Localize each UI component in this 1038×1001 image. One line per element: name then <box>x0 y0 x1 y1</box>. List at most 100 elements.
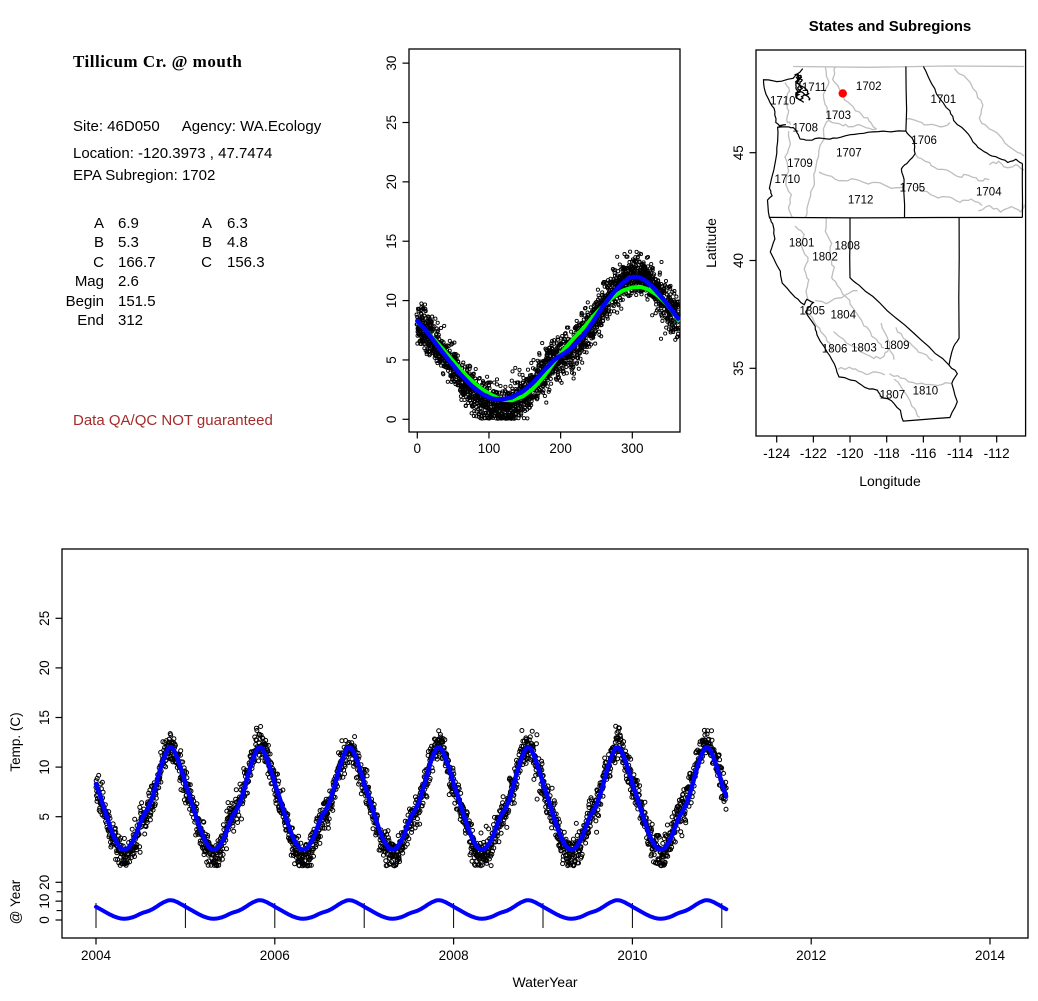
scatter-point <box>129 826 135 832</box>
scatter-point <box>546 389 551 394</box>
scatter-point <box>178 748 184 754</box>
scatter-point <box>456 359 461 364</box>
scatter-point <box>555 375 560 380</box>
scatter-point <box>462 397 467 403</box>
scatter-point <box>445 379 450 384</box>
scatter-point <box>556 342 562 347</box>
scatter-point <box>491 389 496 394</box>
scatter-point <box>224 846 229 852</box>
scatter-point <box>579 310 584 316</box>
x-tick-label: 2014 <box>975 948 1006 963</box>
scatter-point <box>511 800 517 806</box>
region-label: 1701 <box>931 94 957 106</box>
scatter-point <box>325 825 331 831</box>
map-chart: States and Subregions Longitude Latitude… <box>703 18 1027 489</box>
scatter-point <box>501 402 506 407</box>
scatter-point <box>477 376 482 381</box>
subregion-boundary <box>784 131 793 218</box>
scatter-point <box>545 355 550 360</box>
y-tick-label: 25 <box>37 611 52 626</box>
scatter-point <box>552 338 557 343</box>
scatter-point <box>499 406 504 411</box>
scatter-point <box>625 254 630 259</box>
scatter-point <box>605 314 610 319</box>
scatter-point <box>513 365 518 370</box>
scatter-point <box>163 764 169 770</box>
subregion-boundary <box>978 204 1025 214</box>
scatter-point <box>668 283 673 288</box>
scatter-point <box>121 836 127 841</box>
scatter-point <box>465 364 470 369</box>
scatter-point <box>579 321 584 327</box>
region-label: 1710 <box>770 96 796 108</box>
scatter-point <box>597 295 602 300</box>
scatter-point <box>529 728 535 734</box>
scatter-point <box>134 847 140 853</box>
subregion-boundary <box>895 327 933 362</box>
state-boundary <box>948 217 960 366</box>
scatter-point <box>554 363 559 369</box>
scatter-point <box>438 325 444 331</box>
scatter-point <box>547 345 552 350</box>
timeseries-band-ylabel: @ Year <box>8 879 23 924</box>
scatter-point <box>500 407 505 412</box>
timeseries-chart: WaterYear Temp. (C) @ Year 2004 2006 2008 2… <box>8 548 1029 990</box>
scatter-point <box>661 287 666 292</box>
map-x-tick-label: -114 <box>947 446 974 461</box>
scatter-point <box>634 292 639 298</box>
scatter-point <box>456 383 461 388</box>
scatter-point <box>539 361 544 366</box>
scatter-point <box>657 270 662 275</box>
scatter-point <box>619 306 624 311</box>
fit-stats-table: A 6.9 A 6.3 B 5.3 B 4.8 C 166.7 C 156.3 Mag 2.6 Begin 1… <box>64 215 324 331</box>
region-label: 1809 <box>884 340 910 352</box>
scatter-point <box>568 351 573 356</box>
scatter-point <box>532 395 537 400</box>
scatter-point <box>527 734 533 740</box>
scatter-point <box>584 343 589 348</box>
scatter-point <box>663 331 668 336</box>
scatter-point <box>436 332 441 337</box>
stats-cell: End <box>77 311 104 329</box>
scatter-point <box>434 331 439 337</box>
x-tick-label: 0 <box>414 441 422 456</box>
subregion-boundary <box>836 284 885 349</box>
scatter-point <box>276 778 282 784</box>
scatter-point <box>477 375 482 381</box>
scatter-point <box>414 816 420 822</box>
scatter-point <box>503 389 509 394</box>
scatter-point <box>593 328 598 333</box>
scatter-point <box>484 860 490 866</box>
scatter-point <box>659 312 664 318</box>
scatter-point <box>536 386 541 392</box>
y-tick-label: 5 <box>37 813 52 821</box>
scatter-point <box>621 272 626 277</box>
scatter-point <box>590 333 595 339</box>
scatter-point <box>113 856 119 862</box>
region-label: 1705 <box>900 183 926 195</box>
scatter-point <box>560 366 565 371</box>
scatter-point <box>437 336 442 341</box>
stats-cell: 151.5 <box>118 292 156 310</box>
scatter-point <box>612 760 618 766</box>
scatter-point <box>612 273 618 278</box>
scatter-point <box>127 859 133 865</box>
scatter-point <box>426 316 431 321</box>
scatter-point <box>520 380 525 385</box>
scatter-point <box>487 408 492 413</box>
subregion-boundary <box>893 378 921 419</box>
scatter-point <box>418 311 424 316</box>
scatter-point <box>478 416 483 421</box>
scatter-point <box>474 409 479 414</box>
scatter-point <box>502 412 507 418</box>
scatter-point <box>518 746 524 752</box>
subregion-boundary <box>784 82 792 125</box>
scatter-point <box>566 325 571 330</box>
scatter-point <box>442 737 448 743</box>
scatter-point <box>599 322 604 328</box>
scatter-point <box>452 379 457 384</box>
scatter-point <box>504 824 510 830</box>
scatter-point <box>571 376 576 381</box>
scatter-point <box>490 408 495 413</box>
scatter-point <box>298 840 304 846</box>
